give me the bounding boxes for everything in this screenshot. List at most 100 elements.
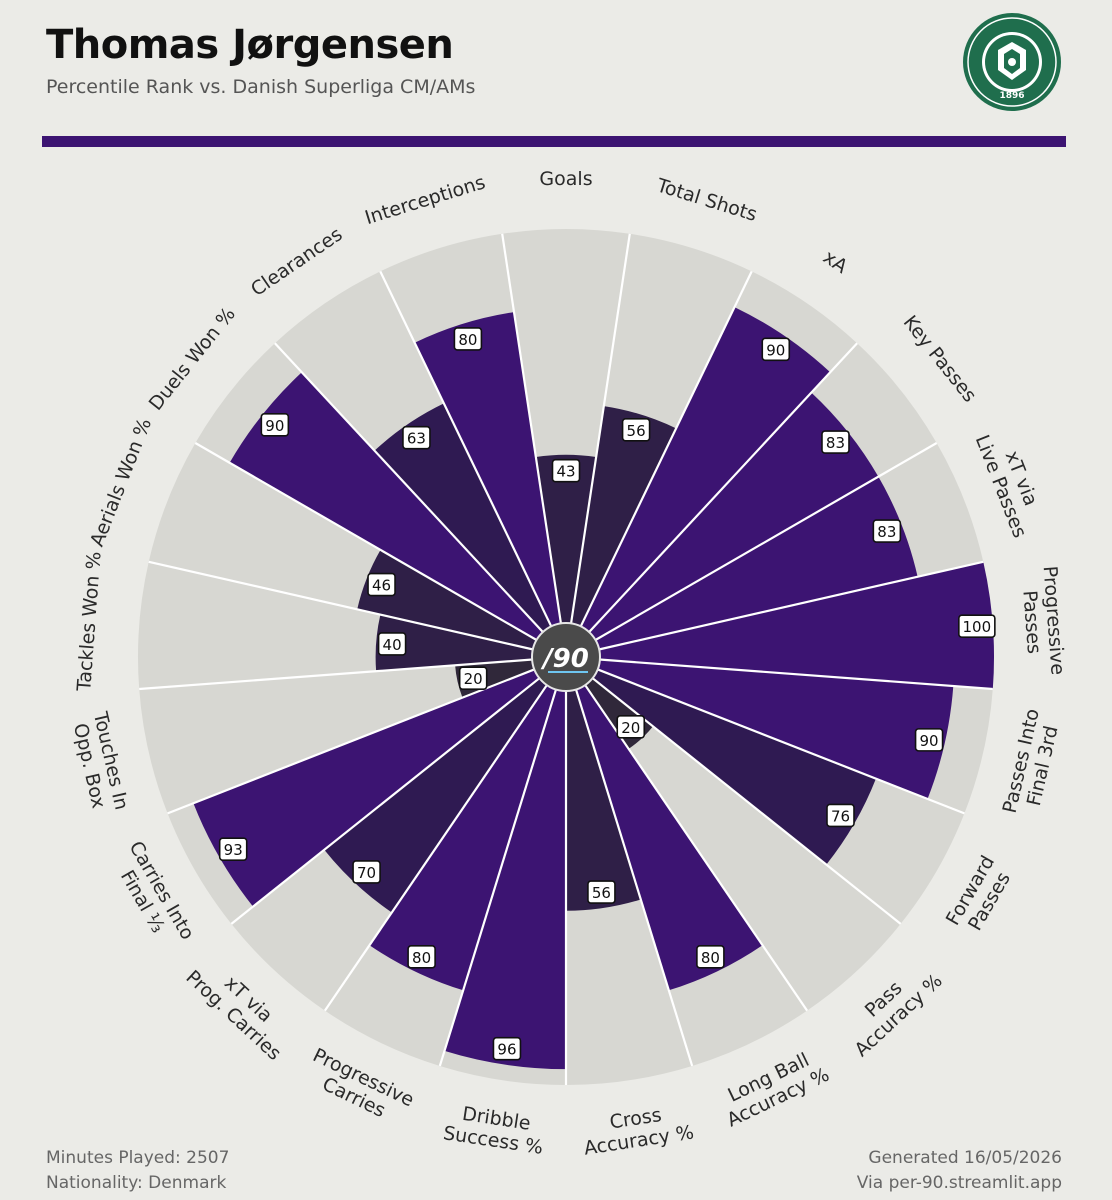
category-label-line: Total Shots xyxy=(653,174,759,226)
footer-right: Generated 16/05/2026 Via per-90.streamli… xyxy=(857,1146,1062,1196)
minutes-played: Minutes Played: 2507 xyxy=(46,1148,230,1168)
value-label-box xyxy=(958,614,996,639)
value-label-box xyxy=(407,945,436,969)
bar-aerials-won-% xyxy=(357,549,539,650)
slice-background xyxy=(584,676,901,1011)
slice-divider xyxy=(597,658,993,691)
bar-goals xyxy=(535,454,597,626)
category-label: ProgressivePasses xyxy=(1017,565,1069,677)
value-label-text: 40 xyxy=(383,636,402,654)
bar-long-ball-accuracy-% xyxy=(575,683,763,991)
category-label: Clearances xyxy=(247,223,346,301)
value-label: 93 xyxy=(218,837,248,861)
value-label: 43 xyxy=(551,458,581,483)
logo-year: 1896 xyxy=(999,91,1024,101)
page-subtitle: Percentile Rank vs. Danish Superliga CM/… xyxy=(46,76,476,98)
bar-key-passes xyxy=(587,392,879,641)
bar-progressive-carries xyxy=(369,683,557,991)
category-label: Tackles Won % xyxy=(73,551,105,693)
footer-left: Minutes Played: 2507 Nationality: Denmar… xyxy=(46,1146,229,1196)
value-label-text: 20 xyxy=(621,719,640,737)
value-label-text: 46 xyxy=(372,577,391,595)
category-label-line: Tackles Won % xyxy=(73,551,105,693)
value-label: 80 xyxy=(453,327,483,351)
value-label-text: 83 xyxy=(877,523,896,541)
slice-background xyxy=(502,229,630,626)
value-label: 20 xyxy=(458,666,488,690)
bar-cross-accuracy-% xyxy=(566,687,641,911)
bar-xa xyxy=(579,307,831,634)
category-label: Key Passes xyxy=(899,311,981,406)
bar-carries-into-final-⅓ xyxy=(193,668,541,907)
category-label: Carries IntoFinal ⅓ xyxy=(106,837,199,954)
category-label: DribbleSuccess % xyxy=(442,1100,548,1158)
category-label: CrossAccuracy % xyxy=(579,1100,695,1160)
value-label-box xyxy=(587,880,616,904)
value-label: 100 xyxy=(958,614,996,639)
bar-passes-into-final-3rd xyxy=(595,659,954,799)
value-label-box xyxy=(367,572,396,597)
value-label-text: 80 xyxy=(412,949,431,967)
value-label-text: 80 xyxy=(458,331,477,349)
category-label-line: Key Passes xyxy=(899,311,981,406)
value-label-box xyxy=(492,1036,522,1061)
bar-xt-via-prog.-carries xyxy=(324,676,548,913)
category-label: Aerials Won % xyxy=(86,415,156,549)
value-label-text: 63 xyxy=(407,430,426,448)
slice-divider xyxy=(323,682,549,1012)
slice-background xyxy=(139,659,537,814)
bar-progressive-passes xyxy=(597,561,994,689)
value-label: 70 xyxy=(352,860,381,884)
category-label: Goals xyxy=(539,168,592,190)
slice-divider xyxy=(194,442,539,642)
generated-date: Generated 16/05/2026 xyxy=(868,1148,1062,1168)
value-label-text: 43 xyxy=(556,463,575,481)
slice-divider xyxy=(578,270,753,629)
value-label: 56 xyxy=(587,880,616,904)
value-label: 63 xyxy=(402,425,431,450)
category-label-line: Passes xyxy=(1018,590,1045,655)
value-label-text: 96 xyxy=(497,1041,516,1059)
slice-divider xyxy=(230,676,542,925)
category-label: Total Shots xyxy=(653,174,759,226)
slice-divider xyxy=(139,658,535,691)
nationality: Nationality: Denmark xyxy=(46,1173,227,1193)
bar-total-shots xyxy=(570,406,677,629)
center-badge-label: /90 xyxy=(540,644,589,674)
value-label-box xyxy=(621,418,651,442)
value-label-text: 100 xyxy=(963,618,992,636)
category-label: xT viaLive Passes xyxy=(971,424,1052,541)
bar-interceptions xyxy=(414,312,562,629)
slice-divider xyxy=(574,687,694,1067)
category-label: Passes IntoFinal 3rd xyxy=(999,707,1066,821)
slice-divider xyxy=(501,233,563,626)
value-label-box xyxy=(453,327,483,351)
slice-divider xyxy=(596,560,984,651)
value-label-text: 76 xyxy=(831,807,850,825)
slice-divider xyxy=(379,270,554,629)
value-label: 83 xyxy=(821,430,850,454)
category-label-line: Aerials Won % xyxy=(86,415,156,549)
value-label: 46 xyxy=(367,572,396,597)
value-label-box xyxy=(352,860,381,884)
category-label: Interceptions xyxy=(362,171,488,229)
value-label-box xyxy=(872,519,902,543)
slice-divider xyxy=(438,687,558,1067)
value-label-box xyxy=(260,413,290,437)
value-label-box xyxy=(761,337,791,362)
value-label-box xyxy=(696,945,725,969)
bar-dribble-success-% xyxy=(444,687,566,1070)
value-label-box xyxy=(826,803,855,828)
category-label-line: Clearances xyxy=(247,223,346,301)
slice-divider xyxy=(569,233,631,626)
category-label: ProgressiveCarries xyxy=(300,1044,418,1131)
value-label-box xyxy=(616,714,646,739)
source-link: Via per-90.streamlit.app xyxy=(856,1173,1062,1193)
bar-forward-passes xyxy=(591,668,876,865)
page-title: Thomas Jørgensen xyxy=(46,22,454,68)
value-label-text: 56 xyxy=(592,884,611,902)
value-label-box xyxy=(821,430,850,454)
header-divider xyxy=(42,136,1066,147)
club-logo: 1896 xyxy=(963,13,1061,111)
